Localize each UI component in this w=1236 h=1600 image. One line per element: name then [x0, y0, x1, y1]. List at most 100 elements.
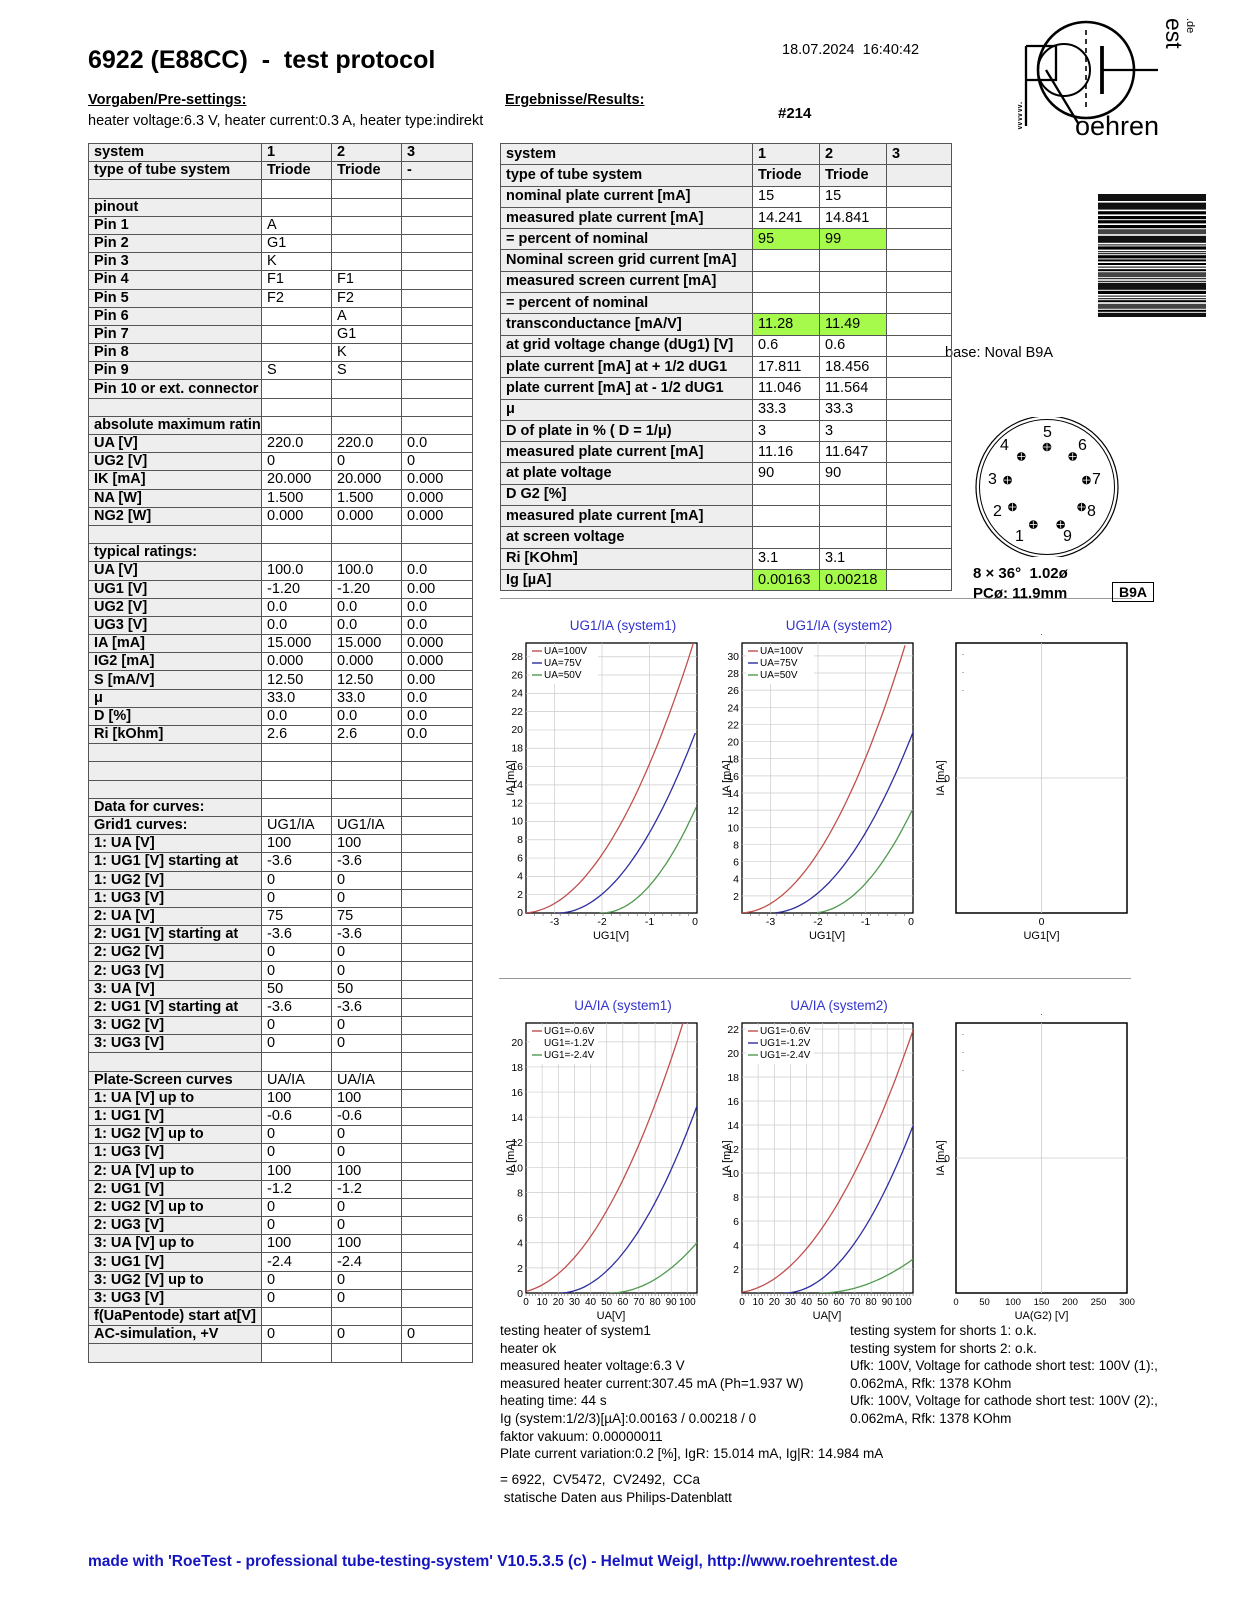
svg-text:90: 90 [666, 1297, 678, 1308]
svg-text:90: 90 [882, 1297, 894, 1308]
svg-text:20: 20 [727, 1048, 739, 1060]
svg-text:24: 24 [511, 688, 523, 700]
svg-text:-3: -3 [550, 916, 559, 928]
svg-text:7: 7 [1092, 471, 1101, 488]
svg-text:.: . [1040, 1013, 1043, 1017]
svg-text:IA [mA]: IA [mA] [505, 1140, 517, 1175]
svg-text:70: 70 [633, 1297, 645, 1308]
svg-text:UA=100V: UA=100V [544, 646, 587, 657]
svg-text:20: 20 [553, 1297, 565, 1308]
svg-text:50: 50 [817, 1297, 829, 1308]
svg-text:6: 6 [733, 857, 739, 869]
svg-text:80: 80 [650, 1297, 662, 1308]
svg-text:UA[V]: UA[V] [813, 1310, 842, 1322]
svg-text:14: 14 [727, 1120, 739, 1132]
svg-text:IA [mA]: IA [mA] [721, 760, 733, 795]
svg-text:26: 26 [727, 685, 739, 697]
svg-text:.: . [962, 683, 965, 693]
svg-text:18: 18 [511, 743, 523, 755]
svg-text:UG1[V]: UG1[V] [593, 930, 629, 942]
svg-text:-2: -2 [813, 916, 822, 928]
svg-text:16: 16 [511, 1087, 523, 1099]
svg-text:2: 2 [993, 503, 1002, 520]
svg-text:3: 3 [988, 471, 997, 488]
svg-text:8: 8 [1087, 503, 1096, 520]
svg-text:4: 4 [733, 1240, 739, 1252]
svg-text:IA [mA]: IA [mA] [935, 1140, 947, 1175]
svg-text:est: est [1161, 18, 1187, 49]
svg-text:300: 300 [1119, 1297, 1135, 1308]
svg-text:60: 60 [617, 1297, 629, 1308]
svg-text:50: 50 [601, 1297, 613, 1308]
svg-text:28: 28 [511, 651, 523, 663]
svg-text:4: 4 [517, 871, 523, 883]
svg-text:0: 0 [908, 916, 914, 928]
svg-text:.de: .de [1184, 18, 1196, 33]
svg-text:UA=50V: UA=50V [760, 670, 798, 681]
svg-text:20: 20 [511, 1037, 523, 1049]
svg-text:oehren: oehren [1075, 111, 1159, 141]
svg-text:22: 22 [727, 1024, 739, 1036]
svg-text:-2: -2 [597, 916, 606, 928]
svg-text:www.: www. [1018, 101, 1025, 131]
svg-text:2: 2 [733, 1264, 739, 1276]
svg-text:6: 6 [517, 1213, 523, 1225]
svg-text:UG1=-0.6V: UG1=-0.6V [544, 1026, 595, 1037]
svg-text:4: 4 [517, 1238, 523, 1250]
svg-text:UA=100V: UA=100V [760, 646, 803, 657]
svg-text:0: 0 [739, 1297, 745, 1308]
svg-text:0: 0 [1039, 916, 1045, 928]
svg-text:18: 18 [511, 1062, 523, 1074]
svg-text:UA=75V: UA=75V [544, 658, 582, 669]
svg-text:200: 200 [1062, 1297, 1078, 1308]
svg-text:10: 10 [511, 816, 523, 828]
svg-text:40: 40 [801, 1297, 813, 1308]
svg-text:IA [mA]: IA [mA] [505, 760, 517, 795]
svg-text:.: . [962, 665, 965, 675]
svg-text:UG1=-2.4V: UG1=-2.4V [544, 1050, 595, 1061]
svg-text:2: 2 [517, 1263, 523, 1275]
svg-text:UG1=-1.2V: UG1=-1.2V [544, 1038, 595, 1049]
svg-text:50: 50 [979, 1297, 990, 1308]
svg-text:0: 0 [953, 1297, 958, 1308]
svg-text:6: 6 [733, 1216, 739, 1228]
svg-text:12: 12 [511, 797, 523, 809]
svg-text:4: 4 [1000, 437, 1009, 454]
svg-text:UA[V]: UA[V] [597, 1310, 626, 1322]
svg-text:70: 70 [849, 1297, 861, 1308]
svg-text:UG1[V]: UG1[V] [809, 930, 845, 942]
svg-text:18: 18 [727, 1072, 739, 1084]
svg-text:10: 10 [537, 1297, 549, 1308]
svg-text:UG1=-2.4V: UG1=-2.4V [760, 1050, 811, 1061]
svg-text:8: 8 [517, 834, 523, 846]
svg-text:UA(G2) [V]: UA(G2) [V] [1015, 1310, 1069, 1322]
svg-text:-3: -3 [766, 916, 775, 928]
svg-text:80: 80 [866, 1297, 878, 1308]
svg-text:150: 150 [1034, 1297, 1050, 1308]
svg-text:30: 30 [569, 1297, 581, 1308]
svg-text:100: 100 [895, 1297, 912, 1308]
svg-text:5: 5 [1043, 424, 1052, 441]
svg-text:20: 20 [511, 724, 523, 736]
svg-text:40: 40 [585, 1297, 597, 1308]
svg-text:6: 6 [517, 852, 523, 864]
svg-text:100: 100 [679, 1297, 696, 1308]
svg-text:9: 9 [1063, 528, 1072, 545]
svg-text:UG1=-1.2V: UG1=-1.2V [760, 1038, 811, 1049]
svg-text:IA [mA]: IA [mA] [721, 1140, 733, 1175]
svg-text:0: 0 [523, 1297, 529, 1308]
svg-text:16: 16 [727, 1096, 739, 1108]
svg-text:14: 14 [511, 1112, 523, 1124]
svg-text:10: 10 [753, 1297, 765, 1308]
svg-text:IA [mA]: IA [mA] [935, 760, 947, 795]
svg-text:2: 2 [733, 891, 739, 903]
svg-text:-1: -1 [861, 916, 870, 928]
svg-text:4: 4 [733, 874, 739, 886]
svg-text:0: 0 [517, 907, 523, 919]
svg-text:100: 100 [1005, 1297, 1021, 1308]
svg-text:8: 8 [733, 839, 739, 851]
svg-text:0: 0 [692, 916, 698, 928]
svg-text:8: 8 [733, 1192, 739, 1204]
svg-text:22: 22 [727, 719, 739, 731]
svg-text:.: . [962, 1045, 965, 1055]
